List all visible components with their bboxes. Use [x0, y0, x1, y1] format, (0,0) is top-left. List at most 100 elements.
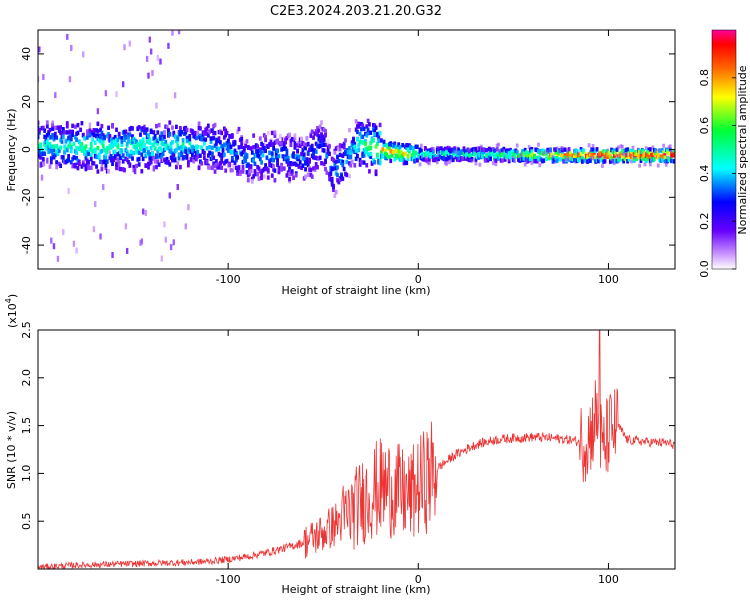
spectrogram-cell	[218, 140, 222, 145]
spectrogram-cell	[137, 150, 141, 155]
figure-title: C2E3.2024.203.21.20.G32	[270, 4, 442, 19]
spectrogram-noise-cell	[121, 81, 125, 88]
spectrogram-cell	[348, 173, 351, 179]
spectrogram-cell	[438, 154, 442, 160]
spectrogram-cell	[84, 144, 88, 149]
spectrogram-cell	[285, 152, 289, 158]
spectrogram-halo-cell	[527, 145, 531, 150]
spectrogram-cell	[382, 142, 386, 148]
spectrogram-cell	[345, 172, 349, 178]
spectrogram-cell	[332, 187, 335, 193]
spectrogram-cell	[278, 141, 282, 146]
spectrogram-halo-cell	[670, 149, 673, 154]
spectrogram-cell	[369, 151, 373, 157]
spectrogram-cell	[237, 145, 241, 150]
spectrogram-y-ticks: -40 -20 0 20 40	[20, 47, 675, 254]
spectrogram-cell	[410, 153, 414, 158]
spectrogram-cell	[399, 150, 403, 155]
spectrogram-cell	[75, 137, 79, 142]
spectrogram-cell	[302, 156, 306, 162]
spectrogram-y-label: Frequency (Hz)	[5, 109, 18, 192]
spectrogram-cell	[232, 164, 236, 169]
spectrogram-cell	[276, 138, 279, 143]
spectrogram-y-tick-label: 0	[20, 146, 33, 153]
spectrogram-cell	[304, 167, 307, 172]
spectrogram-cell	[198, 126, 202, 131]
spectrogram-cell	[313, 131, 317, 136]
spectrogram-cell	[44, 136, 48, 142]
spectrogram-cell	[168, 162, 172, 167]
spectrogram-cell	[55, 135, 59, 140]
spectrogram-cell	[137, 162, 141, 167]
spectrogram-halo-cell	[507, 157, 511, 162]
spectrogram-cell	[245, 154, 249, 159]
spectrogram-cell	[294, 162, 298, 167]
spectrogram-cell	[309, 167, 313, 173]
spectrogram-cell	[242, 140, 246, 145]
spectrogram-cell	[393, 157, 397, 162]
spectrogram-cell	[289, 142, 293, 148]
snr-y-tick-label: 0.5	[20, 512, 33, 530]
spectrogram-cell	[390, 153, 394, 158]
spectrogram-cell	[135, 163, 138, 169]
spectrogram-cell	[285, 173, 289, 178]
spectrogram-cell	[318, 155, 322, 160]
spectrogram-cell	[83, 150, 86, 155]
spectrogram-cell	[398, 145, 402, 150]
spectrogram-cell	[316, 165, 319, 170]
spectrogram-cell	[273, 130, 277, 135]
spectrogram-cell	[188, 133, 192, 139]
spectrogram-cell	[38, 125, 40, 130]
spectrogram-cell	[345, 159, 349, 165]
spectrogram-cell	[265, 155, 269, 160]
spectrogram-cell	[156, 159, 160, 164]
spectrogram-cell	[249, 168, 253, 174]
spectrogram-halo-cell	[523, 162, 527, 167]
spectrogram-cell	[446, 154, 450, 159]
spectrogram-cell	[155, 164, 158, 170]
spectrogram-cell	[397, 142, 401, 147]
spectrogram-cell	[100, 166, 104, 172]
spectrogram-cell	[156, 149, 160, 154]
spectrogram-cell	[149, 159, 153, 165]
spectrogram-cell	[213, 169, 217, 174]
spectrogram-cell	[341, 162, 345, 168]
spectrogram-cell	[642, 154, 646, 159]
spectrogram-cell	[489, 156, 492, 162]
spectrogram-noise-cell	[50, 237, 53, 244]
spectrogram-cell	[606, 154, 610, 160]
spectrogram-cell	[325, 152, 329, 158]
spectrogram-cell	[179, 164, 182, 170]
spectrogram-cell	[55, 143, 59, 149]
spectrogram-cell	[129, 149, 133, 154]
spectrogram-cell	[75, 156, 79, 161]
spectrogram-cell	[91, 137, 94, 143]
spectrogram-cell	[305, 157, 309, 162]
spectrogram-cell	[288, 176, 291, 182]
spectrogram-cell	[417, 151, 421, 157]
spectrogram-cell	[337, 179, 341, 185]
spectrogram-cell	[310, 129, 314, 134]
spectrogram-cell	[619, 152, 623, 158]
spectrogram-cell	[406, 156, 410, 161]
spectrogram-cell	[272, 146, 275, 151]
spectrogram-cell	[300, 151, 303, 157]
spectrogram-noise-cell	[72, 240, 76, 247]
spectrogram-cell	[176, 136, 180, 142]
spectrogram-cell	[79, 127, 82, 132]
spectrogram-cell	[312, 152, 315, 157]
spectrogram-cell	[260, 160, 264, 165]
snr-y-label: SNR (10 * v/v)	[5, 411, 18, 489]
spectrogram-cell	[526, 153, 530, 158]
spectrogram-cell	[234, 165, 238, 171]
spectrogram-halo-cell	[555, 146, 559, 151]
spectrogram-cell	[127, 139, 130, 144]
spectrogram-cell	[330, 176, 334, 182]
spectrogram-cell	[487, 151, 491, 156]
spectrogram-cell	[181, 138, 185, 143]
spectrogram-cell	[252, 174, 256, 179]
spectrogram-cell	[212, 161, 216, 166]
spectrogram-noise-cell	[177, 30, 181, 35]
spectrogram-cell	[521, 149, 524, 154]
spectrogram-cell	[77, 161, 81, 167]
